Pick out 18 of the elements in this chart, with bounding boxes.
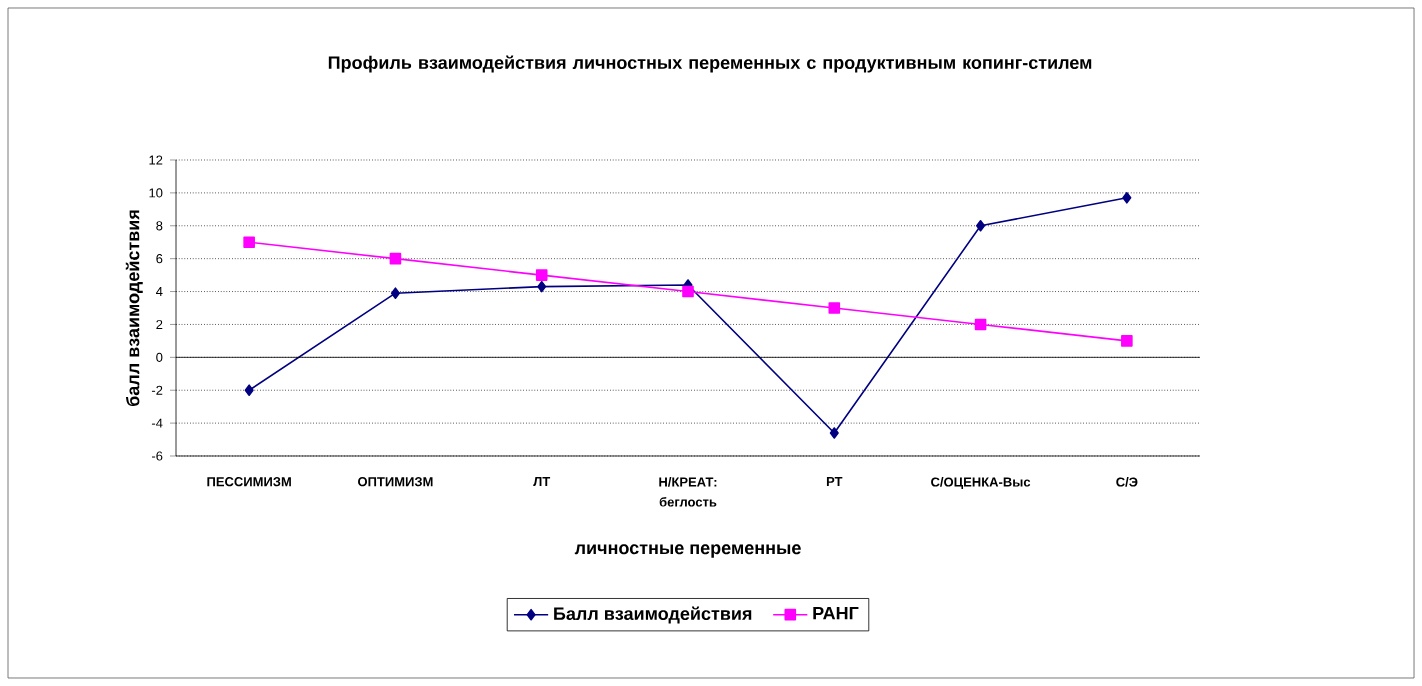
legend-label: Балл взаимодействия (554, 606, 752, 624)
point (976, 219, 986, 232)
point (1122, 192, 1132, 204)
point (828, 302, 841, 314)
point (389, 252, 402, 265)
point (829, 427, 839, 439)
x-axis-title: личностные переменные (574, 544, 801, 558)
y-axis-title: балл взаимодействия (125, 210, 143, 407)
point (244, 384, 254, 397)
point (535, 269, 548, 281)
point (1121, 335, 1133, 347)
point (974, 318, 987, 331)
point (390, 287, 400, 299)
legend-label: РАНГ (813, 606, 859, 620)
point (537, 280, 547, 293)
point (243, 236, 255, 249)
point (682, 285, 694, 298)
chart-title: Профиль взаимодействия личностных переменных с продуктивным копинг-стилем (328, 55, 1092, 73)
